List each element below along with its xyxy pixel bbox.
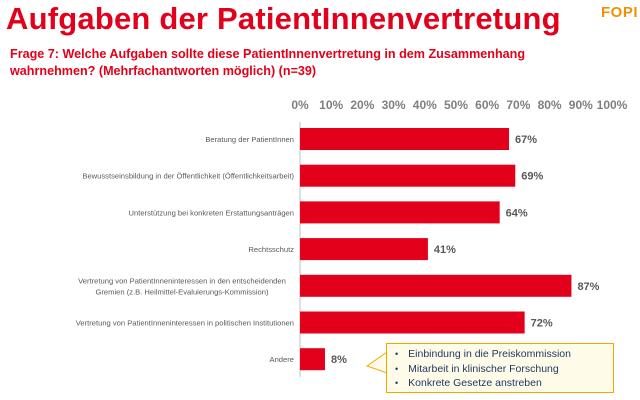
callout-list: • Einbindung in die Preiskommission • Mitar… xyxy=(395,347,605,391)
data-label: 72% xyxy=(531,318,553,330)
category-label: Vertretung von PatientInneninteressen in… xyxy=(78,276,286,296)
x-tick-label: 0% xyxy=(291,98,309,112)
data-label: 41% xyxy=(434,244,456,256)
x-tick-label: 30% xyxy=(382,98,406,112)
data-label: 87% xyxy=(577,281,599,293)
bar xyxy=(300,164,516,187)
bar xyxy=(300,311,525,334)
x-tick-label: 90% xyxy=(569,98,593,112)
x-tick-label: 20% xyxy=(350,98,374,112)
category-label: Bewusstseinsbildung in der Öffentlichkei… xyxy=(82,172,294,181)
bar xyxy=(300,348,325,371)
bar xyxy=(300,274,572,297)
category-label: Rechtsschutz xyxy=(248,245,294,254)
category-label: Andere xyxy=(270,355,295,364)
bar xyxy=(300,238,428,261)
x-tick-label: 80% xyxy=(538,98,562,112)
callout-item: • Einbindung in die Preiskommission xyxy=(395,347,605,362)
page-title: Aufgaben der PatientInnenvertretung xyxy=(6,1,561,36)
x-tick-label: 50% xyxy=(444,98,468,112)
x-tick-label: 100% xyxy=(597,98,628,112)
data-label: 67% xyxy=(515,134,537,146)
bullet-icon: • xyxy=(395,378,399,388)
x-tick-label: 70% xyxy=(506,98,530,112)
data-label: 8% xyxy=(331,354,347,366)
x-tick-label: 40% xyxy=(413,98,437,112)
callout-item: • Mitarbeit in klinischer Forschung xyxy=(395,362,605,377)
bullet-icon: • xyxy=(395,349,399,359)
data-label: 64% xyxy=(506,207,528,219)
category-label: Beratung der PatientInnen xyxy=(205,135,294,144)
category-label: Unterstützung bei konkreten Erstattungsa… xyxy=(129,208,294,217)
callout-item: • Konkrete Gesetze anstreben xyxy=(395,376,605,391)
bullet-icon: • xyxy=(395,363,399,374)
callout-item-text: Einbindung in die Preiskommission xyxy=(408,348,571,360)
survey-question: Frage 7: Welche Aufgaben sollte diese Pa… xyxy=(10,47,526,78)
fopi-logo: FOPI xyxy=(600,4,638,21)
category-label: Vertretung von PatientInneninteressen in… xyxy=(76,319,294,328)
bar xyxy=(300,128,510,150)
bar xyxy=(300,201,500,224)
data-label: 69% xyxy=(521,171,543,183)
callout-item-text: Konkrete Gesetze anstreben xyxy=(408,377,542,389)
callout-item-text: Mitarbeit in klinischer Forschung xyxy=(408,362,559,375)
other-answers-callout: • Einbindung in die Preiskommission • Mitar… xyxy=(386,343,614,393)
x-tick-label: 10% xyxy=(319,98,343,112)
x-tick-label: 60% xyxy=(475,98,499,112)
